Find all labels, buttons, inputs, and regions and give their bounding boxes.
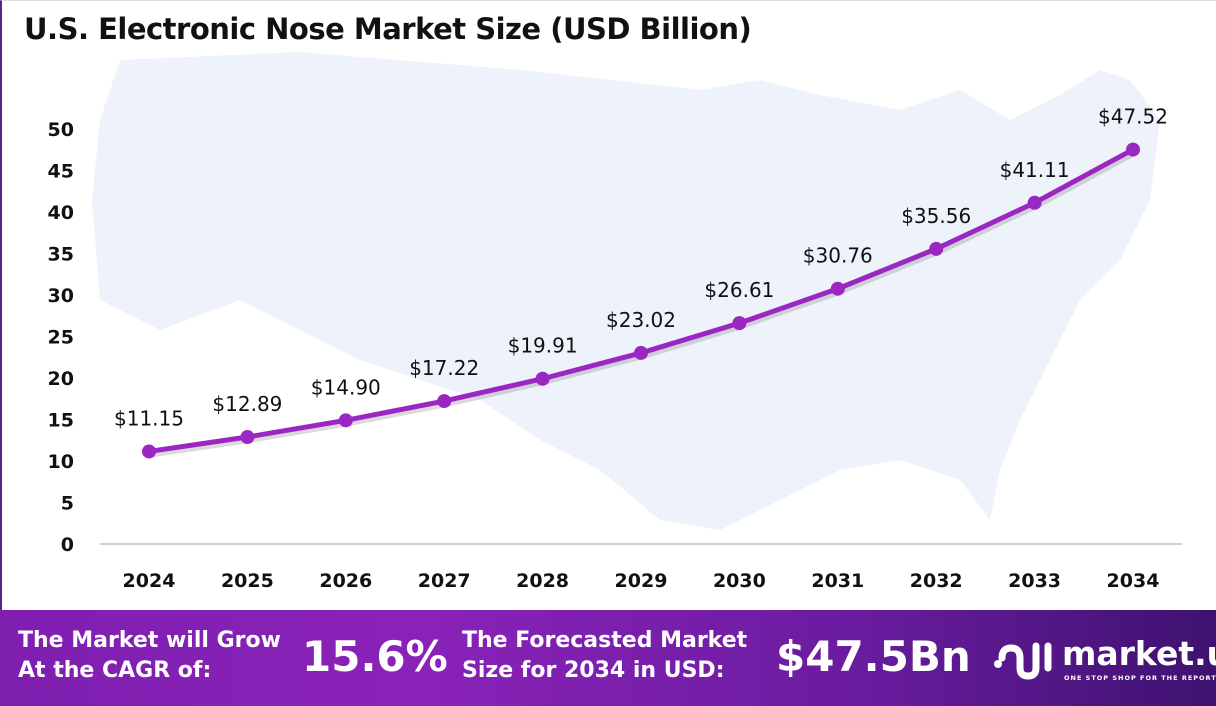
logo-tagline: ONE STOP SHOP FOR THE REPORTS	[1064, 674, 1216, 682]
data-label: $17.22	[409, 356, 479, 380]
y-tick-label: 45	[48, 161, 74, 183]
y-tick-label: 50	[48, 119, 74, 141]
y-tick-label: 5	[61, 493, 74, 515]
x-tick-label: 2024	[123, 570, 176, 592]
data-point	[1126, 142, 1140, 157]
x-tick-label: 2025	[221, 570, 274, 592]
data-point	[338, 413, 353, 428]
data-label: $35.56	[901, 204, 971, 228]
x-tick-label: 2028	[516, 570, 569, 592]
y-tick-label: 25	[48, 327, 74, 349]
cagr-label-line: The Market will Grow	[18, 628, 281, 653]
forecast-value: $47.5Bn	[776, 632, 971, 681]
x-tick-label: 2027	[418, 570, 471, 592]
data-point	[437, 394, 452, 409]
data-label: $41.11	[1000, 158, 1070, 182]
data-label: $23.02	[606, 308, 676, 332]
data-point	[732, 316, 747, 331]
x-tick-label: 2026	[319, 570, 372, 592]
data-point	[634, 345, 648, 360]
y-tick-label: 15	[48, 410, 74, 432]
forecast-label-line: The Forecasted Market	[462, 628, 748, 653]
data-label: $47.52	[1098, 105, 1168, 129]
data-point	[142, 444, 156, 459]
footer-banner: The Market will Grow At the CAGR of: 15.…	[0, 610, 1216, 706]
cagr-value: 15.6%	[302, 632, 448, 681]
logo-icon	[994, 642, 1052, 680]
data-label: $14.90	[311, 375, 381, 399]
forecast-label-line: Size for 2034 in USD:	[462, 658, 725, 683]
data-point	[1027, 195, 1042, 210]
data-label: $12.89	[212, 392, 282, 416]
data-label: $19.91	[508, 334, 578, 358]
y-tick-label: 40	[48, 202, 74, 224]
x-tick-label: 2031	[811, 570, 864, 592]
x-tick-label: 2029	[615, 570, 668, 592]
forecast-label: The Forecasted Market Size for 2034 in U…	[462, 626, 747, 686]
cagr-label: The Market will Grow At the CAGR of:	[18, 626, 281, 686]
data-label: $30.76	[803, 244, 873, 268]
x-tick-label: 2033	[1008, 570, 1061, 592]
x-tick-label: 2032	[910, 570, 963, 592]
cagr-label-line: At the CAGR of:	[18, 658, 212, 683]
x-tick-label: 2034	[1107, 570, 1160, 592]
x-tick-label: 2030	[713, 570, 766, 592]
y-tick-label: 20	[48, 368, 74, 390]
us-map-background	[92, 52, 1160, 530]
data-point	[535, 371, 550, 386]
y-tick-label: 35	[48, 244, 74, 266]
market-us-logo: market.us ONE STOP SHOP FOR THE REPORTS	[992, 634, 1216, 684]
data-label: $11.15	[114, 406, 184, 430]
data-point	[240, 430, 255, 445]
y-tick-label: 30	[48, 285, 74, 307]
chart-title: U.S. Electronic Nose Market Size (USD Bi…	[24, 12, 752, 46]
y-tick-label: 10	[48, 451, 74, 473]
data-point	[830, 281, 845, 296]
data-point	[929, 241, 944, 256]
logo-wordmark: market.us	[1062, 634, 1216, 673]
y-tick-label: 0	[61, 534, 74, 556]
data-label: $26.61	[704, 278, 774, 302]
